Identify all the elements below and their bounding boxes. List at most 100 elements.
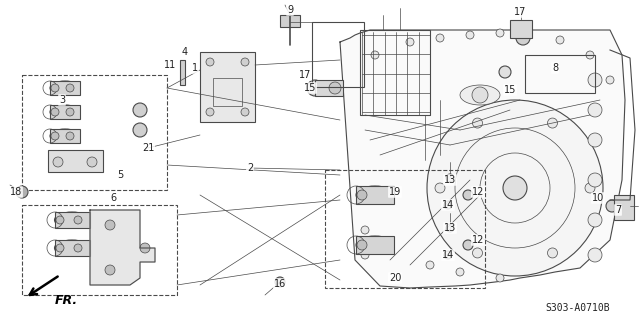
Circle shape xyxy=(275,277,285,287)
Circle shape xyxy=(466,31,474,39)
Text: 16: 16 xyxy=(274,279,286,289)
Polygon shape xyxy=(340,30,625,288)
Bar xyxy=(22,205,177,295)
Bar xyxy=(180,60,185,85)
Bar xyxy=(525,55,595,93)
Text: 19: 19 xyxy=(389,187,401,197)
Text: 4: 4 xyxy=(182,47,188,57)
Circle shape xyxy=(446,224,454,232)
Circle shape xyxy=(588,103,602,117)
Bar xyxy=(356,186,394,204)
Circle shape xyxy=(444,201,452,209)
Ellipse shape xyxy=(50,105,80,119)
Circle shape xyxy=(56,244,64,252)
Circle shape xyxy=(74,216,82,224)
Circle shape xyxy=(547,118,557,128)
Circle shape xyxy=(241,108,249,116)
Text: 6: 6 xyxy=(110,193,116,203)
Circle shape xyxy=(56,216,64,224)
Bar xyxy=(55,240,90,256)
Text: 3: 3 xyxy=(59,95,65,105)
Ellipse shape xyxy=(356,236,394,254)
Text: 8: 8 xyxy=(552,63,558,73)
Text: 14: 14 xyxy=(442,250,454,260)
Circle shape xyxy=(329,82,341,94)
Text: 9: 9 xyxy=(287,5,293,15)
Text: 14: 14 xyxy=(442,200,454,210)
Ellipse shape xyxy=(50,81,80,95)
Bar xyxy=(48,150,103,172)
Text: 2: 2 xyxy=(247,163,253,173)
Text: 21: 21 xyxy=(142,143,154,153)
Circle shape xyxy=(463,240,473,250)
Bar xyxy=(510,20,532,38)
Circle shape xyxy=(16,186,28,198)
Circle shape xyxy=(105,220,115,230)
Text: 20: 20 xyxy=(389,273,401,283)
Text: 12: 12 xyxy=(472,187,484,197)
Ellipse shape xyxy=(50,129,80,143)
Circle shape xyxy=(66,132,74,140)
Text: 17: 17 xyxy=(514,7,526,17)
Circle shape xyxy=(361,251,369,259)
Circle shape xyxy=(446,174,454,182)
Bar xyxy=(50,81,80,95)
Circle shape xyxy=(435,183,445,193)
Circle shape xyxy=(496,29,504,37)
Text: FR.: FR. xyxy=(55,293,78,307)
Text: 18: 18 xyxy=(10,187,22,197)
Circle shape xyxy=(556,36,564,44)
Text: 15: 15 xyxy=(504,85,516,95)
Circle shape xyxy=(472,118,483,128)
Text: 7: 7 xyxy=(615,205,621,215)
Circle shape xyxy=(588,133,602,147)
Circle shape xyxy=(503,176,527,200)
Circle shape xyxy=(206,58,214,66)
Bar xyxy=(200,52,255,122)
Bar xyxy=(213,78,242,106)
Bar xyxy=(614,195,634,220)
Circle shape xyxy=(51,132,59,140)
Circle shape xyxy=(140,243,150,253)
Circle shape xyxy=(361,196,369,204)
Circle shape xyxy=(357,240,367,250)
Circle shape xyxy=(456,268,464,276)
Circle shape xyxy=(427,100,603,276)
Circle shape xyxy=(66,84,74,92)
Circle shape xyxy=(585,183,595,193)
Text: 10: 10 xyxy=(592,193,604,203)
Circle shape xyxy=(463,190,473,200)
Text: 13: 13 xyxy=(444,175,456,185)
Circle shape xyxy=(357,190,367,200)
Bar xyxy=(360,30,430,115)
Bar xyxy=(50,105,80,119)
Circle shape xyxy=(307,80,323,96)
Ellipse shape xyxy=(54,240,90,256)
Ellipse shape xyxy=(460,85,500,105)
Bar xyxy=(280,15,300,27)
Circle shape xyxy=(499,66,511,78)
Circle shape xyxy=(361,226,369,234)
Bar xyxy=(312,22,364,87)
Bar xyxy=(22,75,167,190)
Text: 1: 1 xyxy=(192,63,198,73)
Text: 17: 17 xyxy=(299,70,311,80)
Text: 11: 11 xyxy=(164,60,176,70)
Circle shape xyxy=(51,84,59,92)
Circle shape xyxy=(472,87,488,103)
Text: 13: 13 xyxy=(444,223,456,233)
Text: 15: 15 xyxy=(304,83,316,93)
Bar xyxy=(356,236,394,254)
Circle shape xyxy=(588,248,602,262)
Circle shape xyxy=(588,173,602,187)
Circle shape xyxy=(51,108,59,116)
Circle shape xyxy=(206,108,214,116)
Circle shape xyxy=(444,251,452,259)
Text: 12: 12 xyxy=(472,235,484,245)
Circle shape xyxy=(472,248,483,258)
Circle shape xyxy=(53,157,63,167)
Text: 5: 5 xyxy=(117,170,123,180)
Polygon shape xyxy=(90,210,155,285)
Bar xyxy=(50,129,80,143)
Circle shape xyxy=(588,213,602,227)
